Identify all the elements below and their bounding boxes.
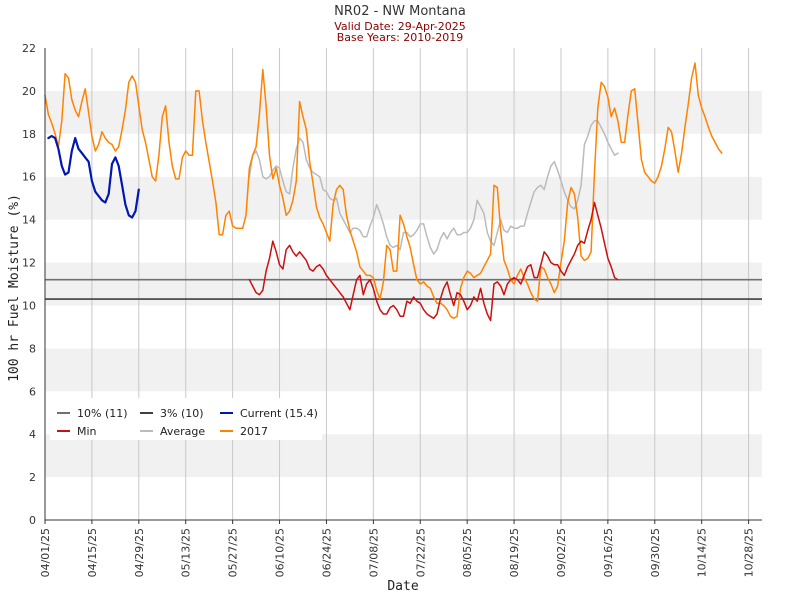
chart-subtitle-valid-date: Valid Date: 29-Apr-2025 [334,20,466,33]
y-tick-label: 4 [29,428,36,441]
x-tick-label: 07/08/25 [367,528,380,577]
vertical-gridlines [44,48,750,524]
y-tick-label: 16 [22,171,36,184]
y-tick-label: 6 [29,385,36,398]
x-tick-labels: 04/01/25 04/15/25 04/29/25 05/13/25 05/27/25… [39,528,756,577]
band-6-8 [45,348,762,392]
y-tick-label: 20 [22,85,36,98]
x-tick-label: 09/30/25 [649,528,662,577]
x-tick-label: 04/29/25 [133,528,146,577]
y-tick-label: 18 [22,128,36,141]
reference-lines [45,278,762,300]
legend-label: 3% (10) [160,407,204,420]
legend-label: Current (15.4) [240,407,318,420]
x-tick-label: 04/01/25 [39,528,52,577]
band-18-20 [45,90,762,134]
chart-subtitle-base-years: Base Years: 2010-2019 [337,31,463,44]
series-line-current-15-4- [47,134,140,219]
y-tick-label: 8 [29,342,36,355]
y-tick-label: 22 [22,42,36,55]
y-tick-label: 0 [29,514,36,527]
x-tick-label: 09/16/25 [602,528,615,577]
chart-title: NR02 - NW Montana [334,4,466,19]
x-tick-label: 05/13/25 [180,528,193,577]
x-tick-label: 10/14/25 [696,528,709,577]
band-14-16 [45,176,762,220]
x-tick-label: 09/02/25 [555,528,568,577]
y-tick-label: 2 [29,471,36,484]
legend: 10% (11) 3% (10) Current (15.4) Min Average 2… [50,398,322,440]
legend-label: 10% (11) [77,407,128,420]
band-20-22 [45,48,762,91]
x-tick-label: 10/28/25 [743,528,756,577]
x-tick-label: 04/15/25 [86,528,99,577]
y-tick-label: 14 [22,214,36,227]
y-axis-label: 100 hr Fuel Moisture (%) [7,194,22,382]
x-tick-label: 07/22/25 [414,528,427,577]
legend-label: Min [77,425,97,438]
series-line-min [248,201,619,322]
band-16-18 [45,133,762,177]
legend-box [50,398,322,440]
x-tick-label: 06/24/25 [320,528,333,577]
x-tick-label: 08/19/25 [508,528,521,577]
axes [44,48,762,521]
series-lines [44,62,723,322]
x-tick-label: 06/10/25 [274,528,287,577]
x-axis-label: Date [387,579,418,594]
band-2-4 [45,434,762,478]
band-0-2 [45,477,762,520]
y-tick-label: 12 [22,257,36,270]
legend-label: Average [160,425,205,438]
band-8-10 [45,305,762,349]
series-line-2017 [44,62,723,320]
y-tick-labels: 0 2 4 6 8 10 12 14 16 18 20 22 [22,42,36,527]
x-tick-label: 05/27/25 [227,528,240,577]
legend-label: 2017 [240,425,268,438]
y-tick-label: 10 [22,299,36,312]
x-tick-label: 08/05/25 [461,528,474,577]
